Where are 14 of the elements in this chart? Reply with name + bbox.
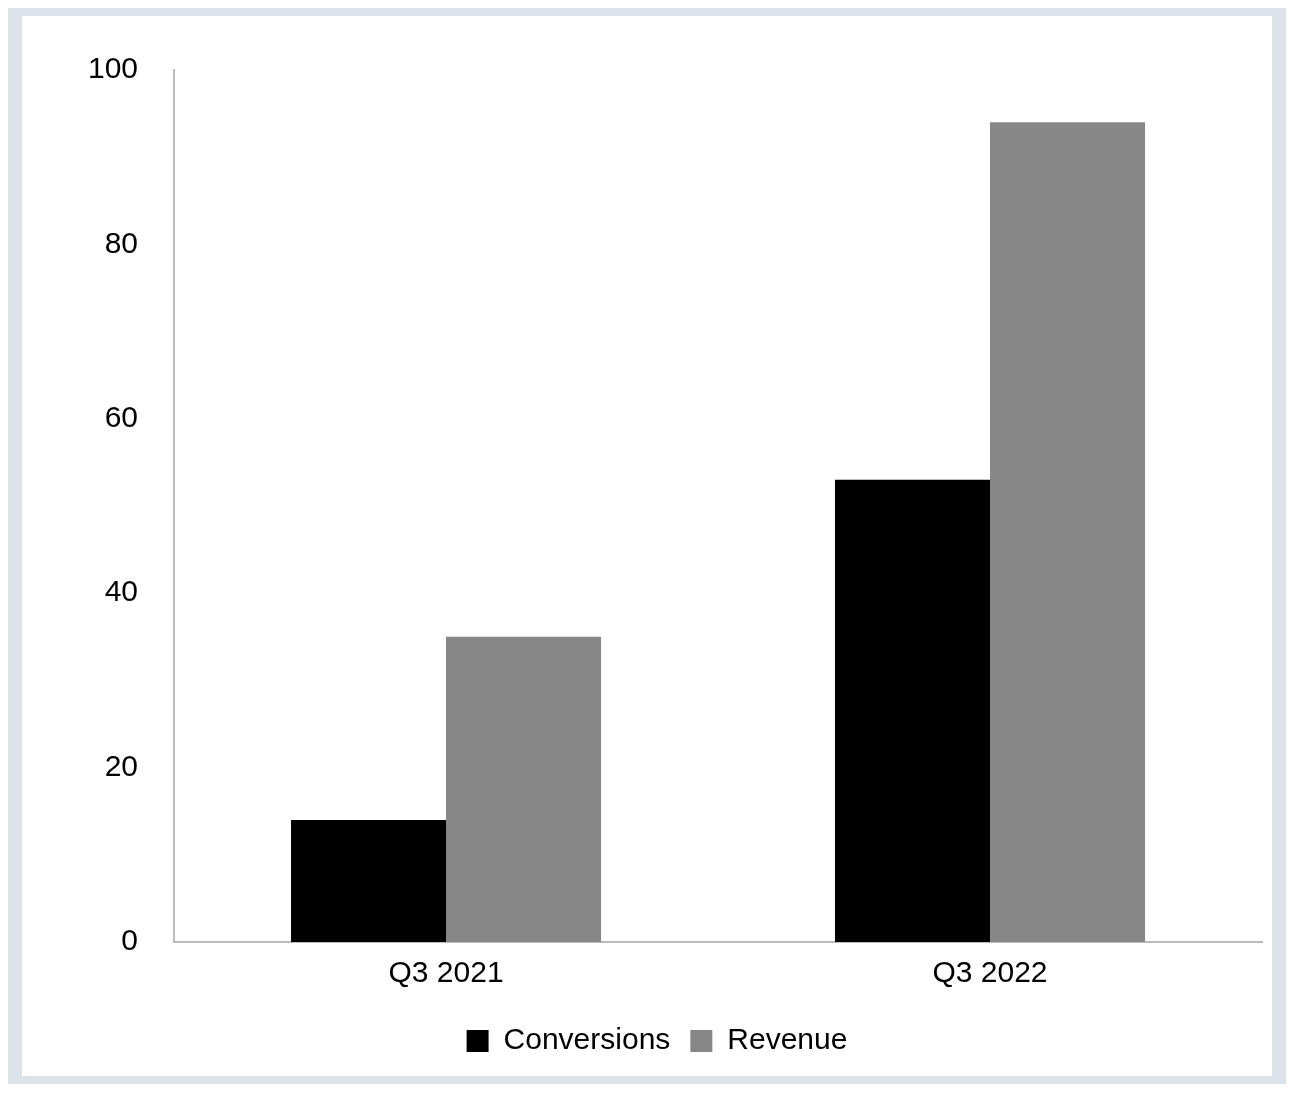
x-tick-label: Q3 2022 xyxy=(932,955,1048,989)
y-tick-label: 0 xyxy=(121,923,139,957)
x-tick-label: Q3 2021 xyxy=(388,955,504,989)
bar xyxy=(446,636,602,942)
y-tick-label: 100 xyxy=(87,51,139,85)
bar xyxy=(990,122,1146,942)
legend-label: Conversions xyxy=(503,1022,671,1056)
y-tick-label: 20 xyxy=(104,748,139,782)
bar xyxy=(834,479,991,942)
y-tick-label: 40 xyxy=(104,574,139,608)
y-tick-label: 80 xyxy=(104,225,139,259)
y-tick-label: 60 xyxy=(104,400,139,434)
bar xyxy=(291,819,447,942)
legend-label: Revenue xyxy=(727,1022,848,1056)
